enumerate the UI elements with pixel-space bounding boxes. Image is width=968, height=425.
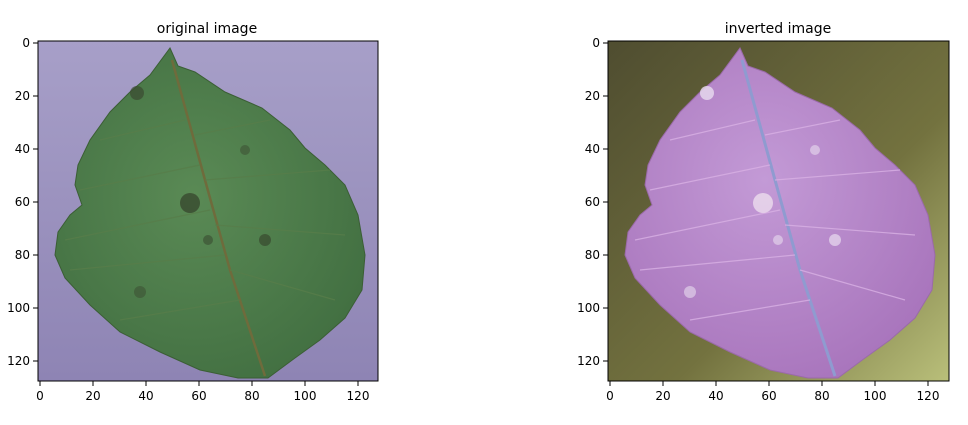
y-tick-label: 0 xyxy=(592,36,600,50)
x-tick-label: 120 xyxy=(347,389,370,403)
x-axis: 0 20 40 60 80 100 120 xyxy=(36,381,369,403)
y-tick-label: 60 xyxy=(585,195,600,209)
x-tick-label: 100 xyxy=(294,389,317,403)
y-tick-label: 40 xyxy=(15,142,30,156)
y-tick-label: 80 xyxy=(15,248,30,262)
y-tick-label: 20 xyxy=(15,89,30,103)
y-axis: 0 20 40 60 80 100 120 xyxy=(577,36,608,368)
x-tick-label: 40 xyxy=(708,389,723,403)
x-tick-label: 20 xyxy=(85,389,100,403)
x-tick-label: 20 xyxy=(655,389,670,403)
x-tick-label: 100 xyxy=(864,389,887,403)
panel-original: original image 0 20 xyxy=(7,21,379,403)
y-tick-label: 20 xyxy=(585,89,600,103)
image-original xyxy=(37,40,379,382)
x-tick-label: 80 xyxy=(814,389,829,403)
y-tick-label: 60 xyxy=(15,195,30,209)
y-tick-label: 40 xyxy=(585,142,600,156)
x-tick-label: 60 xyxy=(191,389,206,403)
x-tick-label: 0 xyxy=(606,389,614,403)
x-tick-label: 120 xyxy=(917,389,940,403)
x-tick-label: 40 xyxy=(138,389,153,403)
y-tick-label: 100 xyxy=(7,301,30,315)
y-tick-label: 80 xyxy=(585,248,600,262)
panel-title: original image xyxy=(157,21,257,37)
y-axis: 0 20 40 60 80 100 120 xyxy=(7,36,38,368)
x-axis: 0 20 40 60 80 100 120 xyxy=(606,381,939,403)
y-tick-label: 100 xyxy=(577,301,600,315)
y-tick-label: 120 xyxy=(7,354,30,368)
image-inverted xyxy=(607,40,950,382)
x-tick-label: 0 xyxy=(36,389,44,403)
y-tick-label: 120 xyxy=(577,354,600,368)
panel-title: inverted image xyxy=(725,21,831,37)
x-tick-label: 60 xyxy=(761,389,776,403)
x-tick-label: 80 xyxy=(244,389,259,403)
panel-inverted: inverted image 0 20 40 60 8 xyxy=(577,21,950,403)
y-tick-label: 0 xyxy=(22,36,30,50)
